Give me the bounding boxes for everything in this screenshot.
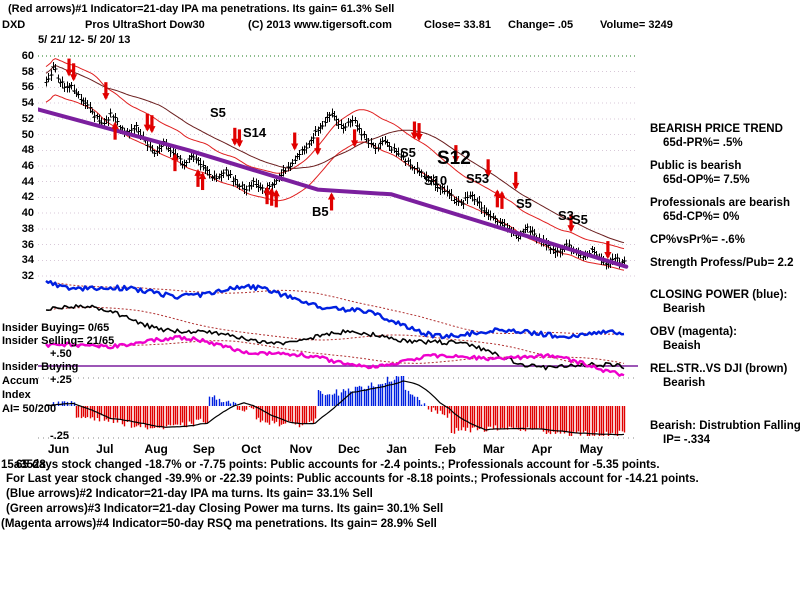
analysis-panel: BEARISH PRICE TREND 65d-PR%= .5% Public is…	[650, 122, 800, 456]
analysis-block-0: BEARISH PRICE TREND 65d-PR%= .5%	[650, 122, 800, 150]
copyright-notice: (C) 2013 www.tigersoft.com	[248, 19, 392, 31]
trend-line	[38, 107, 629, 269]
x-axis-tick-jun: Jun	[47, 442, 70, 456]
y-axis-tick-56: 56	[21, 81, 34, 94]
signal-label-b5: B5	[312, 204, 329, 219]
y-axis-tick-46: 46	[21, 160, 34, 172]
y-axis-tick-48: 48	[21, 144, 34, 157]
grid-lines	[38, 55, 638, 277]
y-axis-tick-44: 44	[21, 175, 34, 188]
x-axis-tick-apr: Apr	[531, 442, 553, 456]
panel-spacer	[650, 399, 800, 419]
analysis-line: CLOSING POWER (blue):	[650, 289, 788, 301]
analysis-line: Strength Profess/Pub= 2.2	[650, 257, 794, 269]
x-axis-tick-jan: Jan	[386, 442, 407, 456]
signal-label-s3: S3	[558, 208, 574, 223]
x-axis-tick-feb: Feb	[434, 442, 457, 456]
x-axis-tick-dec: Dec	[337, 442, 360, 456]
indicator-2-caption: (Blue arrows)#2 Indicator=21-day IPA ma …	[6, 488, 373, 500]
analysis-line: 65d-CP%= 0%	[663, 211, 740, 223]
ticker-symbol: DXD	[2, 19, 26, 31]
x-axis-tick-nov: Nov	[289, 442, 313, 456]
analysis-block-7: REL.STR..VS DJI (brown) Bearish	[650, 362, 800, 390]
summary-line-last-year: For Last year stock changed -39.9% or -2…	[6, 473, 699, 485]
analysis-block-1: Public is bearish 65d-OP%= 7.5%	[650, 159, 800, 187]
analysis-line: CP%vsPr%= -.6%	[650, 234, 745, 246]
indicator-1-caption: (Red arrows)#1 Indicator=21-day IPA ma p…	[8, 3, 395, 15]
accumulation-ma-line	[45, 380, 625, 436]
accum-title-line-2: Accum	[2, 375, 39, 387]
price-change: Change= .05	[508, 19, 574, 31]
analysis-line: Bearish	[663, 377, 706, 389]
analysis-line: 65d-OP%= 7.5%	[663, 174, 750, 186]
analysis-line: IP= -.334	[663, 434, 710, 446]
accum-title-line-4: AI= 50/200	[2, 403, 57, 415]
analysis-line: OBV (magenta):	[650, 326, 737, 338]
level-label-plus-25: +.25	[50, 374, 72, 386]
level-label-minus-25: -.25	[50, 430, 69, 442]
overlapped-text-fragment: 15a3528	[1, 459, 46, 471]
analysis-block-6: OBV (magenta): Beaish	[650, 325, 800, 353]
signal-label-s5: S5	[516, 196, 532, 211]
signal-label-s5: S5	[400, 145, 416, 160]
analysis-line: Public is bearish	[650, 160, 742, 172]
analysis-line: BEARISH PRICE TREND	[650, 123, 783, 135]
date-range: 5/ 21/ 12- 5/ 20/ 13	[38, 34, 131, 46]
analysis-block-5: CLOSING POWER (blue): Bearish	[650, 288, 800, 316]
y-axis-tick-52: 52	[21, 112, 34, 125]
volume-value: Volume= 3249	[600, 19, 673, 31]
indicator-3-caption: (Green arrows)#3 Indicator=21-day Closin…	[6, 503, 444, 515]
signal-label-s12: S12	[437, 148, 471, 169]
rel-strength-line	[45, 304, 625, 371]
y-axis-tick-54: 54	[21, 97, 34, 110]
analysis-line: REL.STR..VS DJI (brown)	[650, 363, 788, 375]
close-price: Close= 33.81	[424, 19, 491, 31]
chart-canvas	[38, 55, 638, 439]
y-axis-tick-58: 58	[21, 65, 34, 78]
accum-title-line-1: Insider Buying	[2, 361, 79, 373]
x-axis-tick-jul: Jul	[96, 442, 114, 456]
signal-label-s53: S53	[466, 171, 490, 186]
summary-line-65-days: 65 days stock changed -18.7% or -7.75 po…	[16, 459, 660, 471]
analysis-block-4: Strength Profess/Pub= 2.2	[650, 256, 800, 270]
insider-selling-count: Insider Selling= 21/65	[2, 335, 115, 347]
accum-title-line-3: Index	[2, 389, 31, 401]
y-axis-tick-40: 40	[21, 207, 34, 220]
y-axis-tick-32: 32	[21, 270, 34, 283]
x-axis-tick-mar: Mar	[483, 442, 505, 456]
x-axis-tick-sep: Sep	[192, 442, 215, 456]
y-axis-tick-38: 38	[21, 222, 34, 235]
analysis-line: Beaish	[663, 340, 701, 352]
insider-buying-count: Insider Buying= 0/65	[2, 322, 110, 334]
signal-label-s5: S5	[572, 212, 588, 227]
closing-power-line	[45, 279, 625, 340]
signal-label-s14: S14	[243, 125, 267, 140]
analysis-line: Bearish	[663, 303, 706, 315]
x-axis-tick-aug: Aug	[144, 442, 168, 456]
analysis-line: Bearish: Distrubtion Falling	[650, 420, 800, 432]
y-axis-tick-50: 50	[21, 128, 34, 141]
x-axis-tick-oct: Oct	[241, 442, 262, 456]
indicator-4-caption: (Magenta arrows)#4 Indicator=50-day RSQ …	[1, 518, 437, 530]
y-axis-tick-42: 42	[21, 191, 34, 204]
security-name: Pros UltraShort Dow30	[85, 19, 205, 31]
analysis-line: Professionals are bearish	[650, 197, 790, 209]
analysis-block-8: Bearish: Distrubtion Falling IP= -.334	[650, 419, 800, 447]
y-axis-tick-34: 34	[21, 254, 34, 267]
obv-line	[45, 334, 625, 377]
signal-arrows[interactable]	[65, 58, 612, 260]
panel-spacer	[650, 279, 800, 288]
x-axis-tick-may: May	[579, 442, 604, 456]
analysis-block-3: CP%vsPr%= -.6%	[650, 233, 800, 247]
level-label-plus-50: +.50	[50, 348, 72, 360]
analysis-line: 65d-PR%= .5%	[663, 137, 743, 149]
y-axis-tick-36: 36	[21, 238, 34, 251]
signal-label-s5: S5	[210, 105, 226, 120]
price-chart-plot[interactable]	[38, 46, 638, 441]
signal-label-s10: S10	[424, 173, 448, 188]
analysis-block-2: Professionals are bearish 65d-CP%= 0%	[650, 196, 800, 224]
y-axis-tick-60: 60	[21, 49, 34, 62]
